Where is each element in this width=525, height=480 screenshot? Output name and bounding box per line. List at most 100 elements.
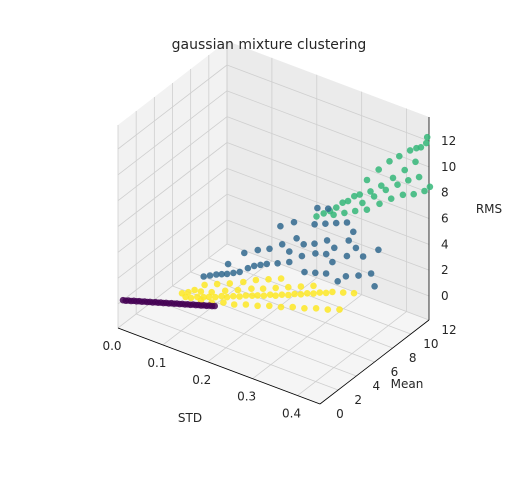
data-point	[324, 306, 332, 313]
data-point	[417, 144, 425, 151]
data-point	[334, 278, 342, 285]
data-point	[191, 286, 198, 294]
data-point	[224, 260, 232, 268]
y-axis-label: Mean	[391, 377, 424, 391]
data-point	[345, 237, 353, 244]
data-point	[234, 286, 242, 294]
data-point	[286, 248, 293, 255]
z-tick-label: 12	[441, 134, 456, 148]
z-tick-label: 10	[441, 160, 456, 174]
data-point	[297, 291, 305, 298]
grid-line	[117, 64, 228, 150]
data-point	[355, 272, 362, 279]
data-point	[314, 204, 321, 212]
z-tick-label: 2	[441, 263, 449, 277]
z-tick-label: 0	[441, 289, 449, 303]
y-tick-label: 10	[423, 337, 438, 351]
data-point	[356, 191, 364, 198]
data-point	[248, 285, 255, 293]
data-point	[382, 186, 390, 194]
data-point	[291, 290, 298, 298]
grid-line	[226, 142, 430, 219]
data-point	[423, 133, 431, 141]
data-point	[311, 240, 318, 247]
data-point	[259, 285, 267, 293]
data-point	[312, 269, 319, 277]
data-point	[333, 204, 340, 211]
data-point	[350, 228, 357, 236]
data-point	[344, 197, 352, 205]
data-point	[415, 173, 423, 181]
data-point	[285, 291, 292, 299]
data-point	[320, 210, 328, 217]
data-point	[359, 199, 366, 207]
data-point	[316, 289, 324, 296]
data-point	[312, 250, 319, 257]
data-point	[265, 276, 272, 283]
data-point	[278, 241, 286, 248]
data-point	[370, 193, 378, 200]
grid-line	[226, 243, 430, 321]
data-point	[352, 244, 360, 252]
data-point	[285, 283, 292, 291]
grid-line	[117, 193, 228, 279]
data-point	[406, 147, 414, 154]
data-point	[257, 261, 264, 269]
data-point	[405, 177, 412, 184]
grid-line	[117, 168, 228, 253]
data-point	[322, 289, 330, 297]
y-axis-line	[319, 319, 430, 405]
data-point	[343, 219, 351, 226]
data-point	[336, 306, 343, 313]
data-point	[394, 181, 401, 188]
data-point	[367, 188, 374, 195]
data-point	[330, 211, 337, 219]
x-tick-label: 0.0	[102, 339, 121, 353]
data-point	[375, 246, 382, 254]
data-point	[260, 292, 268, 300]
data-point	[244, 264, 252, 272]
data-point	[375, 166, 383, 173]
data-point	[200, 273, 207, 280]
data-point	[329, 258, 336, 266]
data-point	[266, 245, 273, 253]
data-point	[236, 293, 243, 300]
data-point	[332, 219, 340, 227]
data-point	[386, 158, 393, 165]
grid-line	[117, 116, 228, 201]
data-point	[301, 268, 308, 276]
data-point	[297, 283, 305, 290]
grid-line	[226, 219, 430, 297]
y-tick-label: 0	[336, 407, 344, 421]
data-point	[242, 292, 250, 299]
x-tick-label: 0.1	[147, 356, 166, 370]
data-point	[339, 199, 346, 206]
data-point	[351, 192, 358, 200]
data-points	[119, 133, 434, 313]
data-point	[197, 288, 205, 295]
data-point	[351, 207, 359, 215]
x-tick-label: 0.4	[282, 407, 301, 421]
data-point	[254, 292, 261, 299]
data-point	[401, 166, 409, 174]
data-point	[396, 152, 403, 160]
data-point	[212, 293, 219, 301]
data-point	[230, 269, 237, 277]
data-point	[274, 260, 281, 267]
data-point	[342, 273, 350, 280]
data-point	[350, 289, 358, 297]
y-tick-label: 12	[441, 323, 456, 337]
data-point	[213, 280, 221, 288]
z-axis-label: RMS	[476, 202, 502, 216]
data-point	[221, 287, 229, 295]
data-point	[272, 292, 279, 300]
z-tick-label: 6	[441, 212, 449, 226]
data-point	[421, 187, 428, 195]
grid-line	[226, 90, 430, 168]
x-axis-label: STD	[178, 411, 202, 425]
data-point	[266, 291, 274, 299]
data-point	[277, 275, 285, 282]
grid-line	[226, 193, 430, 271]
grid-line	[117, 142, 228, 227]
data-point	[241, 249, 248, 257]
